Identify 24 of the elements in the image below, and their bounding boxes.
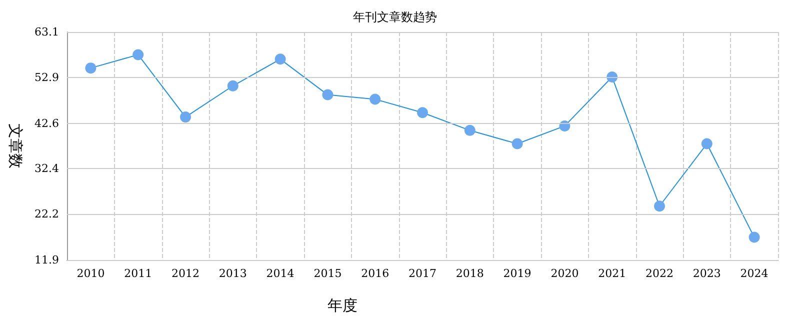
y-tick-label: 42.6 xyxy=(34,116,59,130)
y-tick-label: 63.1 xyxy=(34,26,59,38)
y-tick-label: 11.9 xyxy=(34,254,59,266)
x-tick-label: 2022 xyxy=(646,267,674,280)
chart-title: 年刊文章数趋势 xyxy=(353,10,437,24)
x-tick-label: 2017 xyxy=(408,267,436,280)
x-tick-label: 2021 xyxy=(598,267,626,280)
x-tick-label: 2013 xyxy=(218,267,247,280)
x-axis-title: 年度 xyxy=(328,296,358,314)
x-tick-label: 2019 xyxy=(503,267,532,280)
x-tick-label: 2010 xyxy=(76,267,105,280)
x-tick-label: 2012 xyxy=(172,267,200,280)
y-tick-label: 52.9 xyxy=(34,70,59,84)
y-tick-label: 32.4 xyxy=(34,162,59,176)
x-tick-label: 2011 xyxy=(124,267,152,280)
x-tick-label: 2018 xyxy=(456,267,484,280)
x-tick-label: 2014 xyxy=(266,267,294,280)
x-tick-label: 2023 xyxy=(692,267,721,280)
x-tick-label: 2015 xyxy=(314,267,342,280)
y-tick-label: 22.2 xyxy=(34,208,59,221)
y-axis-title: 文章数 xyxy=(6,124,24,168)
x-tick-label: 2024 xyxy=(740,267,768,280)
x-tick-label: 2016 xyxy=(361,267,390,280)
x-tick-label: 2020 xyxy=(550,267,579,280)
